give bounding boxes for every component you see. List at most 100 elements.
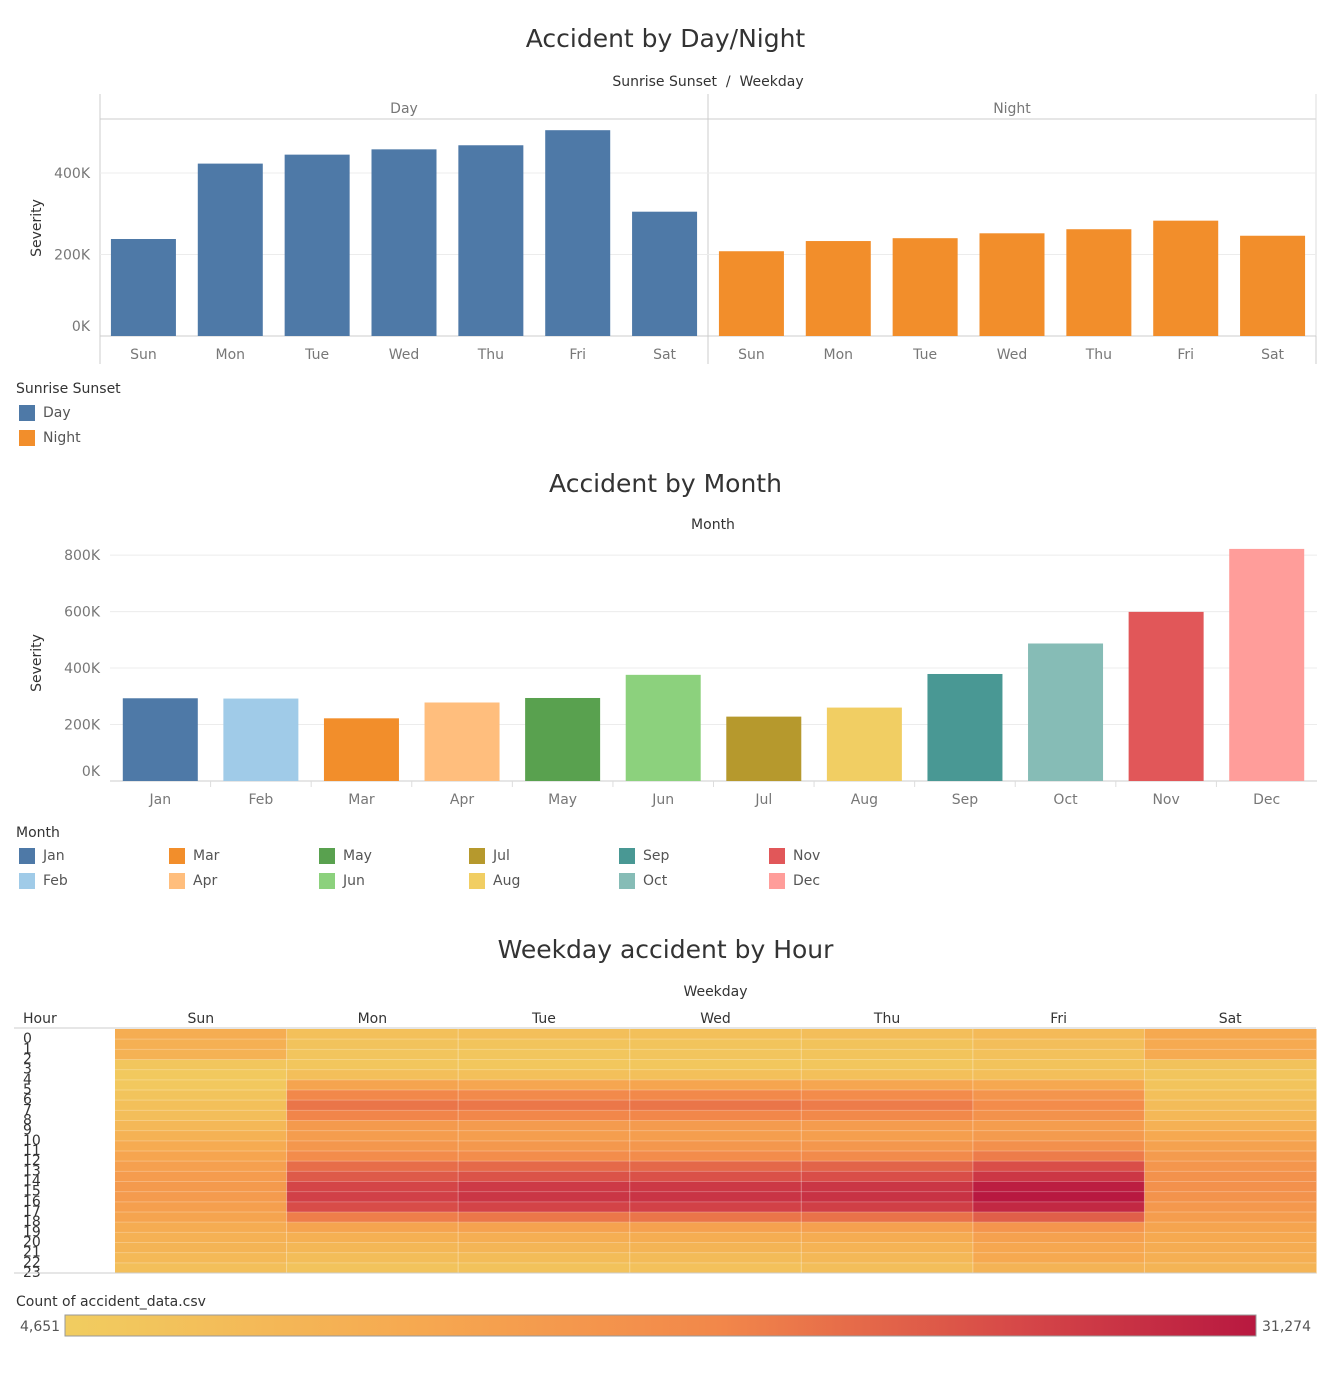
row-label-hour-7: 7	[23, 1102, 32, 1118]
bar-day-tue	[284, 154, 350, 336]
heatmap-cell	[629, 1242, 802, 1254]
x-tick-label: Jan	[148, 792, 171, 808]
heatmap-plot: Hour Sun Mon Tue Wed Thu Fri Sat012345678910111…	[14, 1011, 1317, 1281]
heatmap-cell	[115, 1212, 288, 1223]
heatmap-cell	[115, 1029, 288, 1040]
heatmap-cell	[629, 1161, 802, 1172]
column-label-fri: Fri	[1050, 1011, 1067, 1027]
heatmap-cell	[629, 1049, 802, 1060]
heatmap-cell	[458, 1151, 631, 1162]
legend-swatch-jun	[319, 873, 335, 889]
bar-night-wed	[979, 233, 1045, 336]
heatmap-cell	[115, 1171, 288, 1182]
color-legend-max: 31,274	[1262, 1319, 1311, 1335]
heatmap-cell	[1144, 1201, 1317, 1213]
bar-dec	[1229, 548, 1305, 781]
heatmap-cell	[1144, 1090, 1317, 1101]
heatmap-cell	[629, 1191, 802, 1203]
heatmap-cell	[972, 1191, 1145, 1203]
column-label-wed: Wed	[700, 1011, 731, 1027]
legend-swatch-sep	[619, 848, 635, 864]
legend-label-day: Day	[43, 405, 71, 421]
heatmap-cell	[801, 1252, 974, 1264]
heatmap-cell	[286, 1222, 459, 1233]
heatmap-cell	[115, 1191, 288, 1203]
chart3-column-header: Weekday	[683, 984, 748, 1000]
row-label-hour-21: 21	[23, 1245, 41, 1261]
heatmap-cell	[629, 1120, 802, 1132]
legend-swatch-mar	[169, 848, 185, 864]
bar-jul	[726, 716, 802, 781]
bar-aug	[826, 707, 902, 781]
heatmap-cell	[629, 1100, 802, 1111]
chart1-title: Accident by Day/Night	[525, 24, 806, 53]
x-tick-label: Fri	[1177, 347, 1194, 363]
heatmap-cell	[801, 1059, 974, 1071]
heatmap-cell	[629, 1069, 802, 1081]
heatmap-cell	[458, 1232, 631, 1243]
column-label-tue: Tue	[531, 1011, 556, 1027]
heatmap-cell	[801, 1191, 974, 1203]
y-tick-label: 800K	[64, 548, 101, 564]
heatmap-cell	[972, 1079, 1145, 1091]
bar-sep	[927, 673, 1003, 781]
x-tick-label: Mar	[348, 792, 375, 808]
heatmap-cell	[801, 1222, 974, 1233]
heatmap-cell	[286, 1262, 459, 1274]
legend-swatch-apr	[169, 873, 185, 889]
heatmap-cell	[1144, 1039, 1317, 1050]
heatmap-cell	[629, 1252, 802, 1264]
heatmap-cell	[115, 1110, 288, 1121]
heatmap-cell	[115, 1252, 288, 1264]
heatmap-cell	[972, 1140, 1145, 1152]
heatmap-cell	[801, 1039, 974, 1050]
heatmap-cell	[801, 1049, 974, 1060]
bar-feb	[223, 698, 299, 781]
row-header-hour: Hour	[23, 1011, 57, 1027]
heatmap-cell	[629, 1110, 802, 1121]
heatmap-cell	[801, 1100, 974, 1111]
heatmap-cell	[1144, 1171, 1317, 1182]
heatmap-cell	[801, 1171, 974, 1182]
heatmap-cell	[1144, 1181, 1317, 1193]
heatmap-cell	[801, 1110, 974, 1121]
legend-swatch-aug	[469, 873, 485, 889]
heatmap-cell	[972, 1090, 1145, 1101]
heatmap-cell	[629, 1059, 802, 1071]
heatmap-cell	[458, 1090, 631, 1101]
heatmap-cell	[115, 1069, 288, 1081]
row-label-hour-8: 8	[23, 1112, 32, 1128]
legend-label-dec: Dec	[793, 873, 821, 889]
heatmap-cell	[801, 1212, 974, 1223]
heatmap-cell	[115, 1201, 288, 1213]
heatmap-cell	[286, 1059, 459, 1071]
legend-swatch-day	[19, 405, 35, 421]
heatmap-cell	[972, 1100, 1145, 1111]
y-tick-label: 200K	[54, 247, 91, 263]
heatmap-cell	[458, 1201, 631, 1213]
heatmap-cell	[458, 1110, 631, 1121]
x-tick-label: Wed	[389, 347, 420, 363]
heatmap-cell	[458, 1181, 631, 1193]
heatmap-cell	[801, 1140, 974, 1152]
heatmap-cell	[286, 1079, 459, 1091]
heatmap-cell	[115, 1181, 288, 1193]
heatmap-cell	[629, 1232, 802, 1243]
row-label-hour-17: 17	[23, 1204, 41, 1220]
legend-label-mar: Mar	[193, 848, 220, 864]
row-label-hour-19: 19	[23, 1224, 41, 1240]
heatmap-cell	[801, 1029, 974, 1040]
heatmap-cell	[115, 1262, 288, 1274]
row-label-hour-12: 12	[23, 1153, 41, 1169]
heatmap-cell	[458, 1140, 631, 1152]
row-label-hour-18: 18	[23, 1214, 41, 1230]
heatmap-cell	[286, 1161, 459, 1172]
heatmap-cell	[629, 1181, 802, 1193]
heatmap-cell	[286, 1029, 459, 1040]
heatmap-cell	[1144, 1191, 1317, 1203]
heatmap-cell	[972, 1161, 1145, 1172]
heatmap-cell	[115, 1039, 288, 1050]
heatmap-cell	[1144, 1252, 1317, 1264]
bar-oct	[1028, 643, 1104, 781]
bar-day-sun	[110, 239, 176, 336]
